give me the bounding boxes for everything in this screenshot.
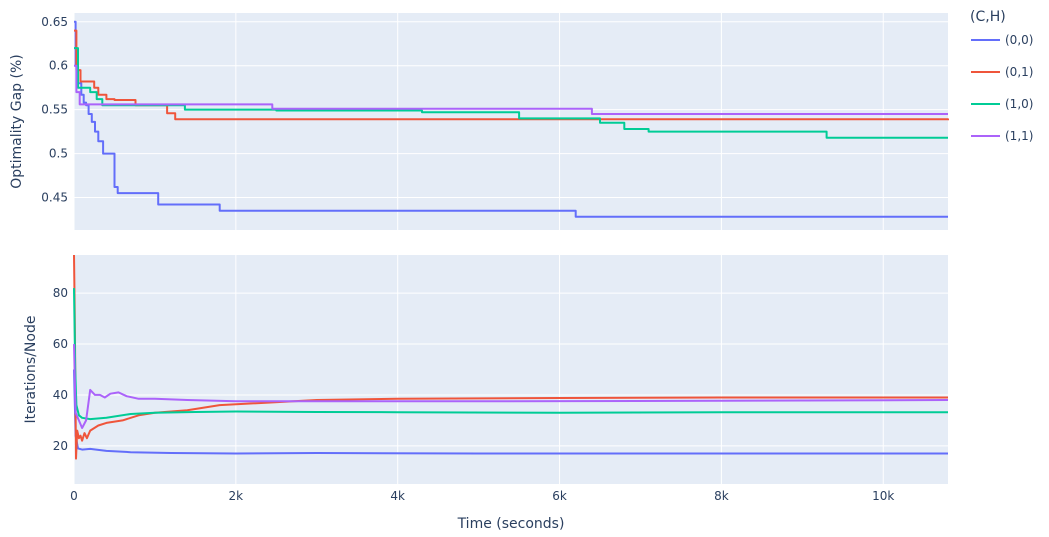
- legend-item[interactable]: (1,1): [971, 129, 1033, 143]
- y-tick-label: 80: [53, 286, 68, 300]
- legend-item[interactable]: (0,0): [971, 33, 1033, 47]
- y-tick-label: 0.65: [41, 15, 68, 29]
- legend[interactable]: (C,H) (0,0) (0,1) (1,0) (1,1): [970, 9, 1033, 143]
- x-tick-label: 8k: [714, 489, 729, 503]
- y-tick-label: 0.55: [41, 103, 68, 117]
- y-axis-title-bottom: Iterations/Node: [23, 316, 39, 424]
- y-ticks-bottom: 20 40 60 80: [53, 286, 68, 453]
- y-tick-label: 0.6: [49, 59, 68, 73]
- legend-title: (C,H): [970, 9, 1006, 25]
- y-tick-label: 20: [53, 439, 68, 453]
- subplot-iterations-per-node: 20 40 60 80 Iterations/Node: [23, 255, 948, 484]
- y-tick-label: 0.45: [41, 190, 68, 204]
- y-tick-label: 60: [53, 337, 68, 351]
- x-axis-title: Time (seconds): [457, 516, 565, 532]
- x-tick-label: 0: [70, 489, 78, 503]
- plot-area-bottom: [74, 255, 948, 484]
- y-tick-label: 0.5: [49, 147, 68, 161]
- legend-label: (1,0): [1005, 97, 1033, 111]
- y-axis-title-top: Optimality Gap (%): [9, 54, 25, 189]
- x-tick-label: 10k: [872, 489, 894, 503]
- x-tick-label: 2k: [229, 489, 244, 503]
- legend-label: (0,1): [1005, 65, 1033, 79]
- legend-items[interactable]: (0,0) (0,1) (1,0) (1,1): [971, 33, 1033, 143]
- legend-item[interactable]: (0,1): [971, 65, 1033, 79]
- subplot-optimality-gap: 0.45 0.5 0.55 0.6 0.65 Optimality Gap (%): [9, 13, 948, 230]
- y-tick-label: 40: [53, 388, 68, 402]
- y-ticks-top: 0.45 0.5 0.55 0.6 0.65: [41, 15, 68, 205]
- x-tick-label: 4k: [390, 489, 405, 503]
- x-ticks: 0 2k 4k 6k 8k 10k: [70, 489, 894, 503]
- legend-label: (0,0): [1005, 33, 1033, 47]
- legend-label: (1,1): [1005, 129, 1033, 143]
- legend-item[interactable]: (1,0): [971, 97, 1033, 111]
- x-tick-label: 6k: [552, 489, 567, 503]
